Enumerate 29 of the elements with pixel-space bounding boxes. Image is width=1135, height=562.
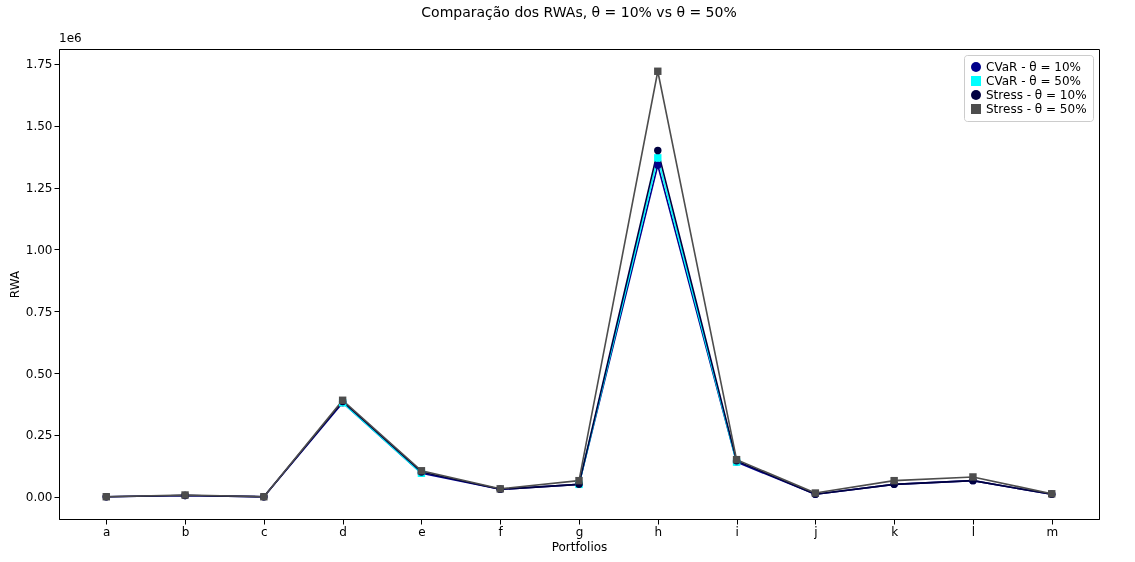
x-tick-label: g (575, 524, 584, 539)
x-tick-label: k (891, 524, 899, 539)
x-tick-label: b (181, 524, 190, 539)
x-tick-label: h (654, 524, 663, 539)
x-tick-label: a (103, 524, 111, 539)
x-tick-label: j (813, 524, 818, 539)
y-tick-label: 0.50 (25, 366, 53, 381)
x-tick-label: l (971, 524, 976, 539)
x-tick-label: c (261, 524, 268, 539)
y-tick-label: 1.75 (25, 57, 53, 72)
legend-label: CVaR - θ = 50% (986, 74, 1082, 88)
legend-label: Stress - θ = 50% (986, 102, 1087, 116)
y-tick-label: 1.25 (25, 181, 53, 196)
x-tick-label: e (418, 524, 426, 539)
x-tick-label: f (498, 524, 504, 539)
x-tick-label: i (735, 524, 739, 539)
x-axis-title: Portfolios (551, 539, 608, 554)
y-tick-label: 0.00 (25, 490, 53, 505)
x-tick-label: m (1046, 524, 1059, 539)
y-tick-label: 1.50 (25, 119, 53, 134)
chart-title: Comparação dos RWAs, θ = 10% vs θ = 50% (421, 4, 737, 20)
legend-label: Stress - θ = 10% (986, 88, 1087, 102)
text: 1e6 (59, 31, 82, 45)
legend-label: CVaR - θ = 10% (986, 60, 1082, 74)
y-tick-label: 1.00 (25, 242, 53, 257)
y-axis-title: RWA (7, 270, 22, 299)
y-tick-label: 0.25 (25, 428, 53, 443)
x-tick-label: d (339, 524, 347, 539)
y-tick-label: 0.75 (25, 304, 53, 319)
